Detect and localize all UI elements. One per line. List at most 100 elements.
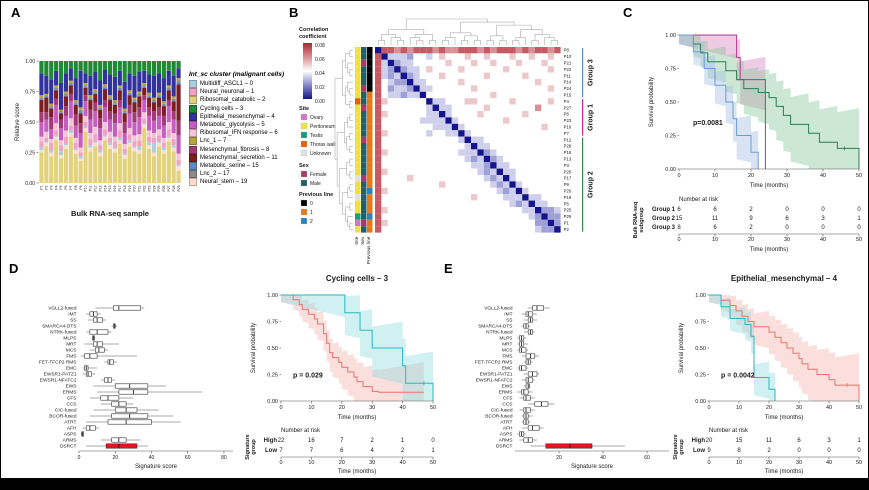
ci-band-group-2 <box>679 35 859 169</box>
svg-text:ASPS: ASPS <box>64 432 77 438</box>
svg-text:P19: P19 <box>128 185 132 191</box>
svg-text:P2: P2 <box>45 185 49 189</box>
svg-text:0.75: 0.75 <box>665 66 676 72</box>
svg-text:Signature score: Signature score <box>135 464 178 470</box>
svg-text:16: 16 <box>308 438 315 444</box>
svg-text:P14: P14 <box>103 185 107 191</box>
svg-text:3: 3 <box>821 216 825 222</box>
boxplot-box <box>113 305 141 311</box>
svg-text:0: 0 <box>785 225 789 231</box>
svg-text:9: 9 <box>749 216 753 222</box>
legend-swatch <box>189 178 197 187</box>
svg-text:IMT: IMT <box>504 312 512 318</box>
svg-text:DSRCT: DSRCT <box>496 444 513 450</box>
svg-text:Bulk RNA-seq sample: Bulk RNA-seq sample <box>71 209 149 218</box>
svg-text:2: 2 <box>749 225 753 231</box>
svg-text:10: 10 <box>736 405 742 411</box>
legend-label: Cycling cells – 3 <box>200 105 244 112</box>
svg-text:P2: P2 <box>564 227 570 232</box>
svg-text:0: 0 <box>677 173 680 179</box>
svg-text:P19: P19 <box>564 195 572 200</box>
svg-text:2: 2 <box>767 448 771 454</box>
svg-text:50: 50 <box>430 460 436 466</box>
svg-text:AFH: AFH <box>67 426 77 432</box>
boxplot-box <box>93 317 103 323</box>
svg-text:40: 40 <box>826 405 832 411</box>
svg-text:P12: P12 <box>564 137 572 142</box>
svg-text:Survival probability: Survival probability <box>251 323 257 373</box>
svg-text:0: 0 <box>677 237 680 243</box>
svg-text:p = 0.029: p = 0.029 <box>293 373 323 380</box>
svg-text:P27: P27 <box>167 185 171 191</box>
svg-text:SS: SS <box>506 318 512 324</box>
boxplot-box <box>523 407 531 413</box>
legend-swatch <box>189 170 197 179</box>
svg-text:Previous line: Previous line <box>366 236 372 264</box>
ci-band-low <box>281 295 433 401</box>
svg-text:0: 0 <box>827 448 831 454</box>
svg-text:FMS: FMS <box>502 354 512 360</box>
boxplot-box-highlight <box>105 443 138 449</box>
svg-text:CIC-fused: CIC-fused <box>55 408 77 414</box>
svg-text:Time (months): Time (months) <box>750 247 788 253</box>
svg-text:ATRT: ATRT <box>500 420 512 426</box>
svg-text:10: 10 <box>736 460 742 466</box>
heatmap-cells <box>375 47 561 233</box>
svg-text:P21: P21 <box>564 61 572 66</box>
svg-text:50: 50 <box>856 405 862 411</box>
legend-swatch <box>189 80 197 89</box>
svg-text:P16: P16 <box>564 125 572 130</box>
svg-text:40: 40 <box>826 460 832 466</box>
svg-text:15: 15 <box>676 216 683 222</box>
legend-swatch <box>189 137 197 146</box>
svg-text:11: 11 <box>766 438 773 444</box>
svg-text:MLPS: MLPS <box>499 336 512 342</box>
legend-label: Neural_stem – 19 <box>200 179 248 186</box>
boxplot-box <box>95 347 105 353</box>
svg-text:ARMS: ARMS <box>499 438 513 444</box>
svg-text:BCOR-fused: BCOR-fused <box>49 414 77 420</box>
legend-swatch <box>189 129 197 138</box>
boxplot-box <box>107 419 152 425</box>
svg-text:P13: P13 <box>564 157 572 162</box>
svg-text:P23: P23 <box>564 118 572 123</box>
svg-text:0.50: 0.50 <box>695 346 706 352</box>
svg-text:P25: P25 <box>564 208 572 213</box>
svg-text:P9: P9 <box>564 182 570 187</box>
svg-text:20: 20 <box>766 405 772 411</box>
svg-text:EMC: EMC <box>502 366 513 372</box>
cluster-legend-item: Metabolic_glycolysis – 5 <box>189 121 297 130</box>
boxplot-box <box>532 305 544 311</box>
svg-text:VGLL2-fused: VGLL2-fused <box>48 306 77 312</box>
svg-text:30: 30 <box>369 405 375 411</box>
svg-text:Male: Male <box>310 181 321 187</box>
svg-text:6: 6 <box>797 438 801 444</box>
svg-text:10: 10 <box>308 460 314 466</box>
svg-text:MRT: MRT <box>502 342 512 348</box>
legend-label: Ribosomal_IFN response – 6 <box>200 130 278 137</box>
svg-text:20: 20 <box>748 173 754 179</box>
svg-text:P23: P23 <box>147 185 151 191</box>
legend-swatch <box>189 145 197 154</box>
svg-text:1: 1 <box>310 210 313 216</box>
svg-text:1.00: 1.00 <box>665 33 676 39</box>
svg-text:Group 2: Group 2 <box>652 216 676 222</box>
svg-text:7: 7 <box>279 448 283 454</box>
svg-text:EWSR1-PATZ1: EWSR1-PATZ1 <box>480 372 513 378</box>
svg-text:20: 20 <box>556 455 562 461</box>
svg-text:0: 0 <box>431 438 435 444</box>
svg-text:ARMS: ARMS <box>63 438 77 444</box>
panel-b-label: B <box>289 5 299 20</box>
svg-text:0.04: 0.04 <box>315 71 325 77</box>
svg-text:EWSR1-NFATC2: EWSR1-NFATC2 <box>40 378 77 384</box>
svg-text:Testis: Testis <box>310 133 323 139</box>
svg-text:High: High <box>692 438 706 444</box>
svg-text:P6: P6 <box>564 112 570 117</box>
svg-text:2: 2 <box>401 448 405 454</box>
svg-text:0: 0 <box>310 201 313 207</box>
legend-label: Epithelial_mesenchymal – 4 <box>200 113 275 120</box>
svg-text:CIC-fused: CIC-fused <box>491 408 513 414</box>
svg-text:Unknown: Unknown <box>310 151 331 157</box>
svg-text:DSRCT: DSRCT <box>60 444 77 450</box>
